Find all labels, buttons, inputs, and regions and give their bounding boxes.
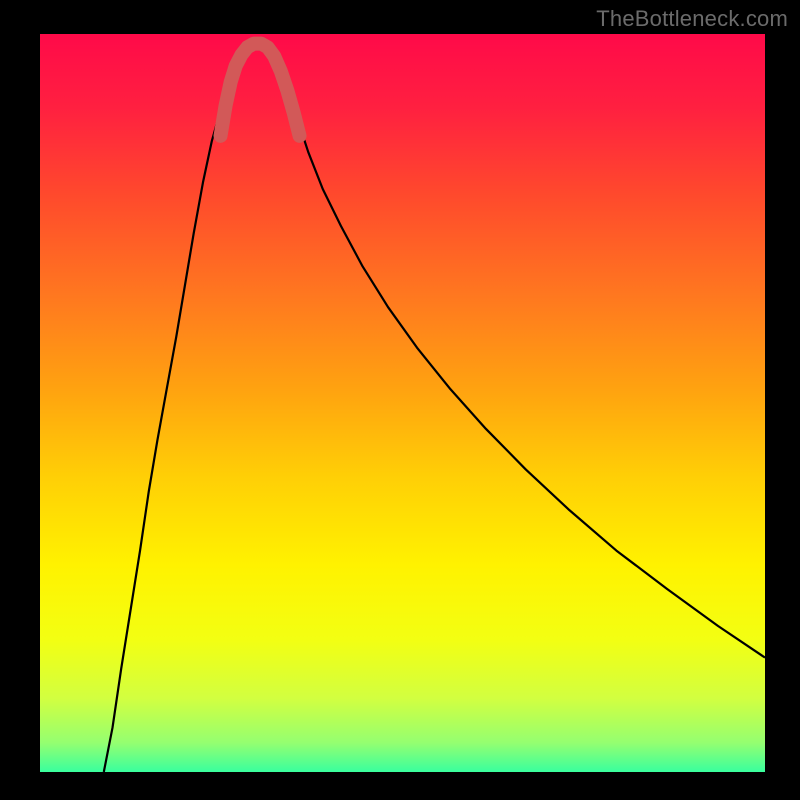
plot-background [40,34,765,772]
bottleneck-curve-plot [40,34,765,772]
plot-svg [40,34,765,772]
watermark-text: TheBottleneck.com [596,6,788,32]
chart-outer-frame: TheBottleneck.com [0,0,800,800]
